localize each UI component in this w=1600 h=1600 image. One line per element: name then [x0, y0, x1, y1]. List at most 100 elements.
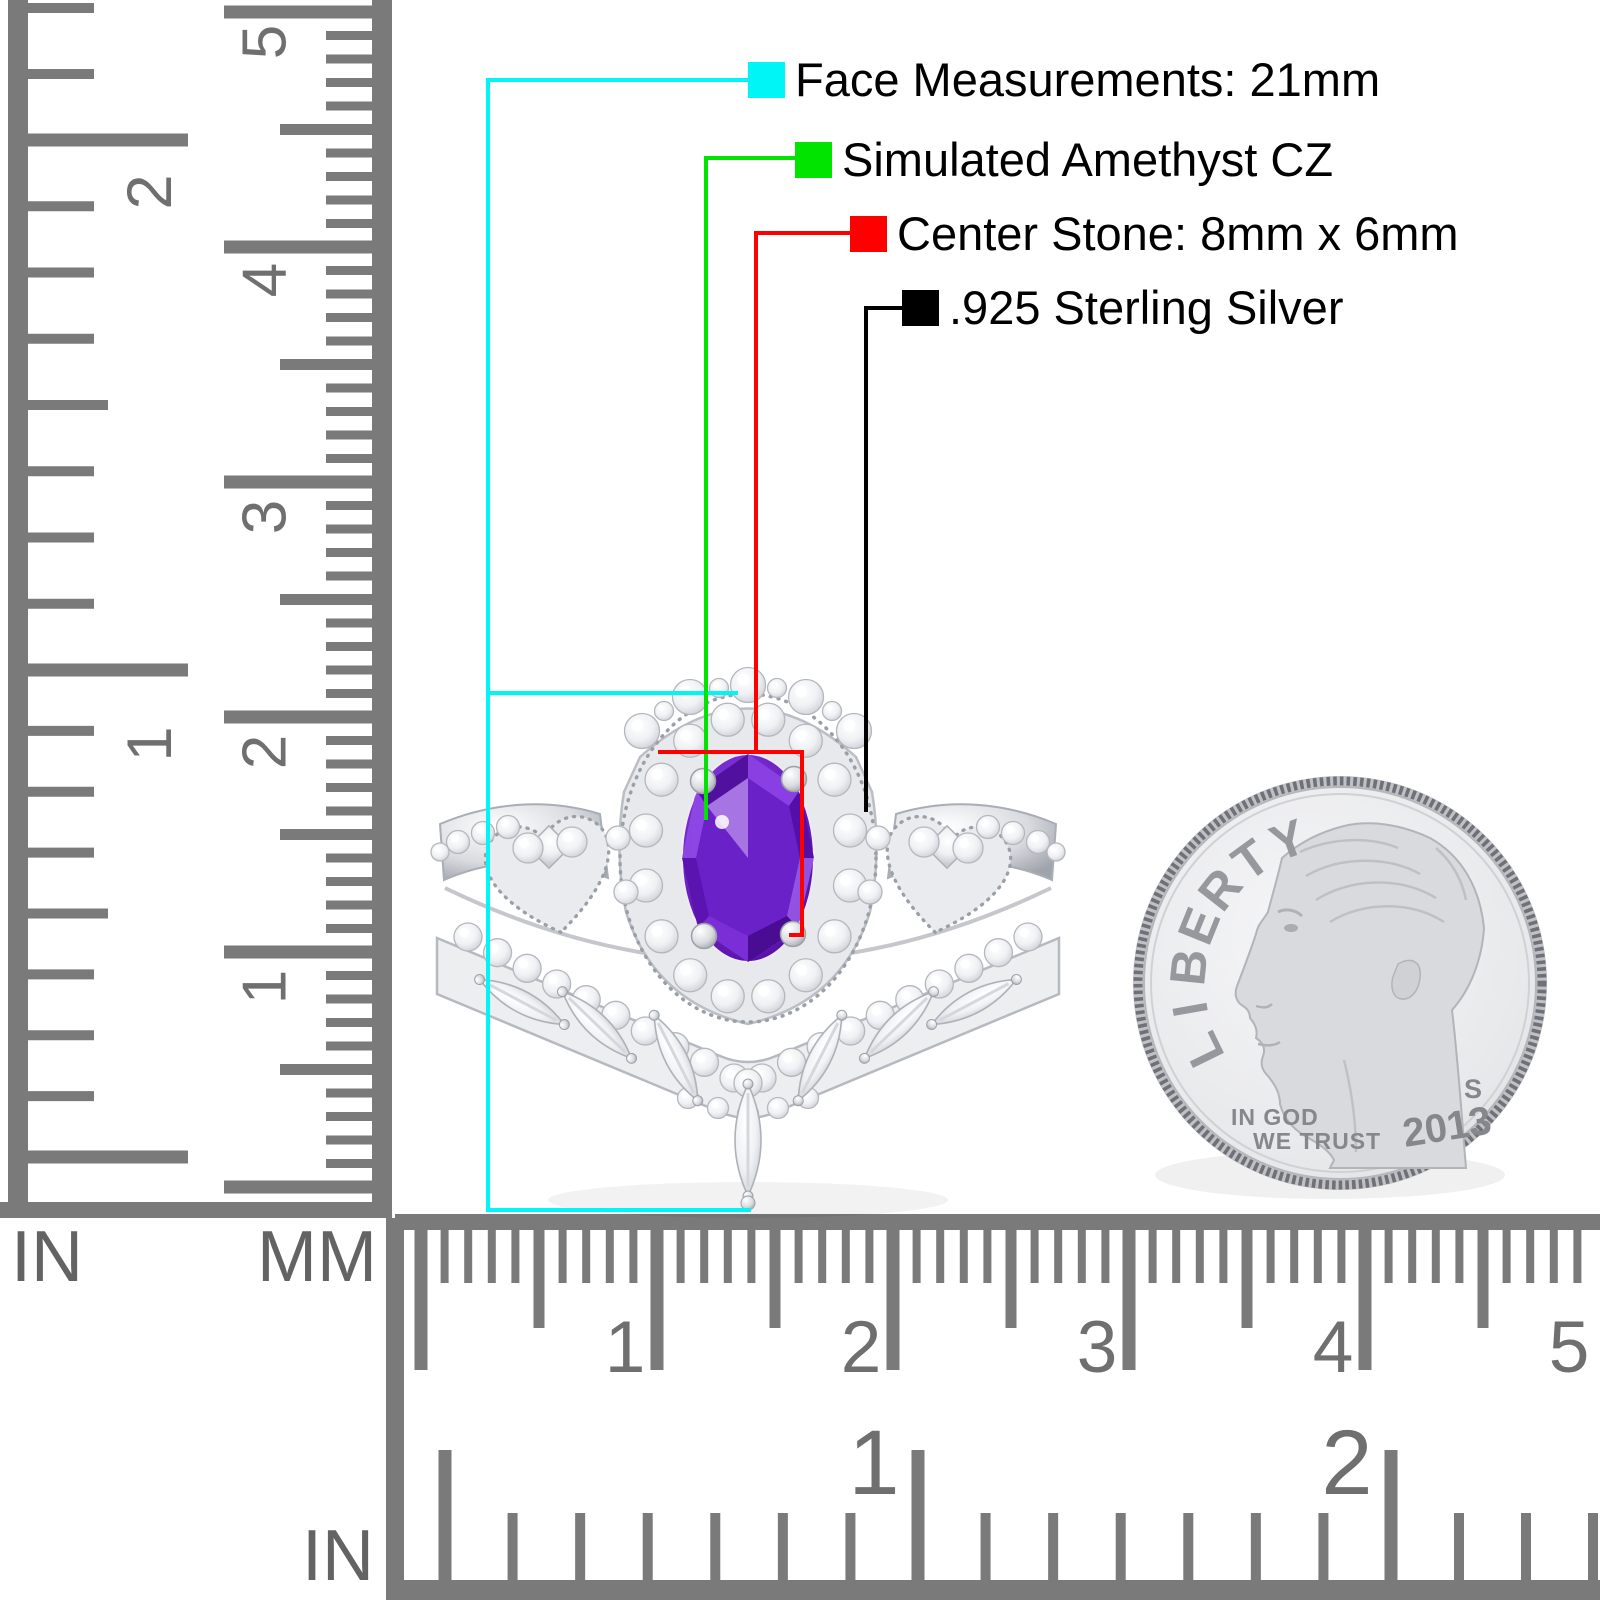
stone-highlight — [635, 874, 647, 886]
mm-tick — [326, 266, 372, 275]
marquise-stone — [792, 1009, 848, 1107]
stone-highlight — [737, 673, 750, 686]
cm-tick — [676, 1230, 685, 1283]
stone-highlight — [980, 819, 989, 828]
chevron-stone — [954, 953, 984, 983]
cm-tick — [1337, 1230, 1346, 1283]
hair-lines — [1299, 838, 1468, 1153]
stone-highlight — [459, 927, 469, 938]
band-stone — [430, 842, 450, 862]
cluster-stone — [556, 826, 588, 858]
cm-tick — [865, 1230, 874, 1283]
cm-tick — [558, 1230, 567, 1283]
bottom-cm-number-2: 2 — [841, 1307, 882, 1388]
cm-tick — [700, 1230, 709, 1283]
prong-bead — [792, 1095, 804, 1107]
halo-stone — [817, 762, 852, 797]
cm-tick — [1408, 1230, 1417, 1283]
marquise-stone — [648, 1009, 704, 1107]
inch-tick — [1115, 1513, 1126, 1580]
mm-tick — [326, 313, 372, 322]
cm-tick — [959, 1230, 968, 1283]
crown-stone — [787, 678, 825, 716]
left-ruler-strip: 2 1 5 4 3 2 1 IN MM — [0, 0, 392, 1297]
cm-tick — [1290, 1230, 1299, 1283]
cm-tick — [818, 1230, 827, 1283]
mm-tick — [326, 172, 372, 181]
center-stone-line — [658, 231, 850, 937]
prong-bead — [858, 1052, 870, 1064]
mm-tick — [326, 548, 372, 557]
mm-tick — [326, 1088, 372, 1098]
crown-stone — [729, 666, 767, 704]
inch-tick — [28, 663, 188, 677]
cm-tick — [464, 1230, 473, 1283]
inch-tick — [28, 786, 94, 797]
mm-tick — [326, 1018, 372, 1027]
cm-tick — [1266, 1230, 1275, 1283]
mm-tick — [326, 383, 372, 393]
cluster-stone — [857, 879, 883, 905]
chevron-stone — [689, 1047, 720, 1077]
inch-tick — [980, 1513, 991, 1580]
amethyst-pointer-line — [704, 156, 795, 820]
mm-tick — [326, 501, 372, 510]
stone-highlight — [725, 1068, 735, 1079]
coin-inner-rim — [1150, 793, 1530, 1173]
ring-set — [430, 666, 1066, 1218]
inch-tick — [28, 847, 94, 858]
marquise-facet — [800, 1022, 840, 1094]
inch-tick — [1250, 1513, 1261, 1580]
bottom-cm-number-1: 1 — [605, 1307, 646, 1388]
inch-tick — [911, 1450, 925, 1580]
stone-highlight — [681, 1091, 689, 1099]
stone-highlight — [577, 990, 588, 1000]
band-stone — [495, 814, 521, 840]
marquise-facet — [656, 1022, 696, 1094]
mm-tick — [326, 853, 372, 863]
cm-tick — [1195, 1230, 1204, 1283]
chevron-stone — [453, 922, 483, 952]
bottom-inch-unit-label: IN — [302, 1516, 374, 1596]
left-mm-number-4: 4 — [231, 263, 300, 297]
mm-tick — [326, 289, 372, 299]
stone-highlight — [826, 704, 833, 712]
mm-tick — [326, 924, 372, 933]
stone-highlight — [958, 838, 969, 849]
inch-tick — [28, 1150, 188, 1164]
cm-tick — [886, 1230, 900, 1370]
cluster-stone — [512, 832, 544, 864]
mm-tick — [326, 900, 372, 910]
marquise-stone — [474, 973, 570, 1031]
bottom-cm-number-5: 5 — [1549, 1307, 1590, 1388]
cm-tick — [1313, 1230, 1322, 1283]
mm-tick — [326, 31, 372, 40]
cm-tick — [983, 1230, 992, 1283]
inch-tick — [575, 1513, 586, 1580]
cm-tick — [1573, 1230, 1582, 1283]
crown-stone — [766, 677, 788, 699]
inch-tick — [28, 3, 94, 13]
stone-highlight — [475, 825, 484, 834]
cm-tick — [794, 1230, 803, 1283]
halo-stone — [710, 979, 745, 1014]
cm-tick — [605, 1230, 614, 1283]
inch-tick — [1454, 1513, 1464, 1580]
roosevelt-profile — [1234, 822, 1486, 1169]
stone-highlight — [795, 729, 807, 742]
mm-tick — [224, 475, 372, 489]
cluster-stone — [865, 825, 891, 851]
band-stone — [975, 814, 1001, 840]
cm-tick — [723, 1230, 732, 1283]
mm-tick — [326, 1135, 372, 1145]
prong-bead — [556, 986, 568, 998]
prong-bead — [626, 1052, 638, 1064]
stone-highlight — [782, 1053, 793, 1063]
mm-tick — [280, 1064, 372, 1075]
mm-tick — [280, 829, 372, 840]
stone-highlight — [518, 838, 529, 849]
inch-tick — [28, 333, 94, 344]
stone-highlight — [960, 959, 970, 969]
